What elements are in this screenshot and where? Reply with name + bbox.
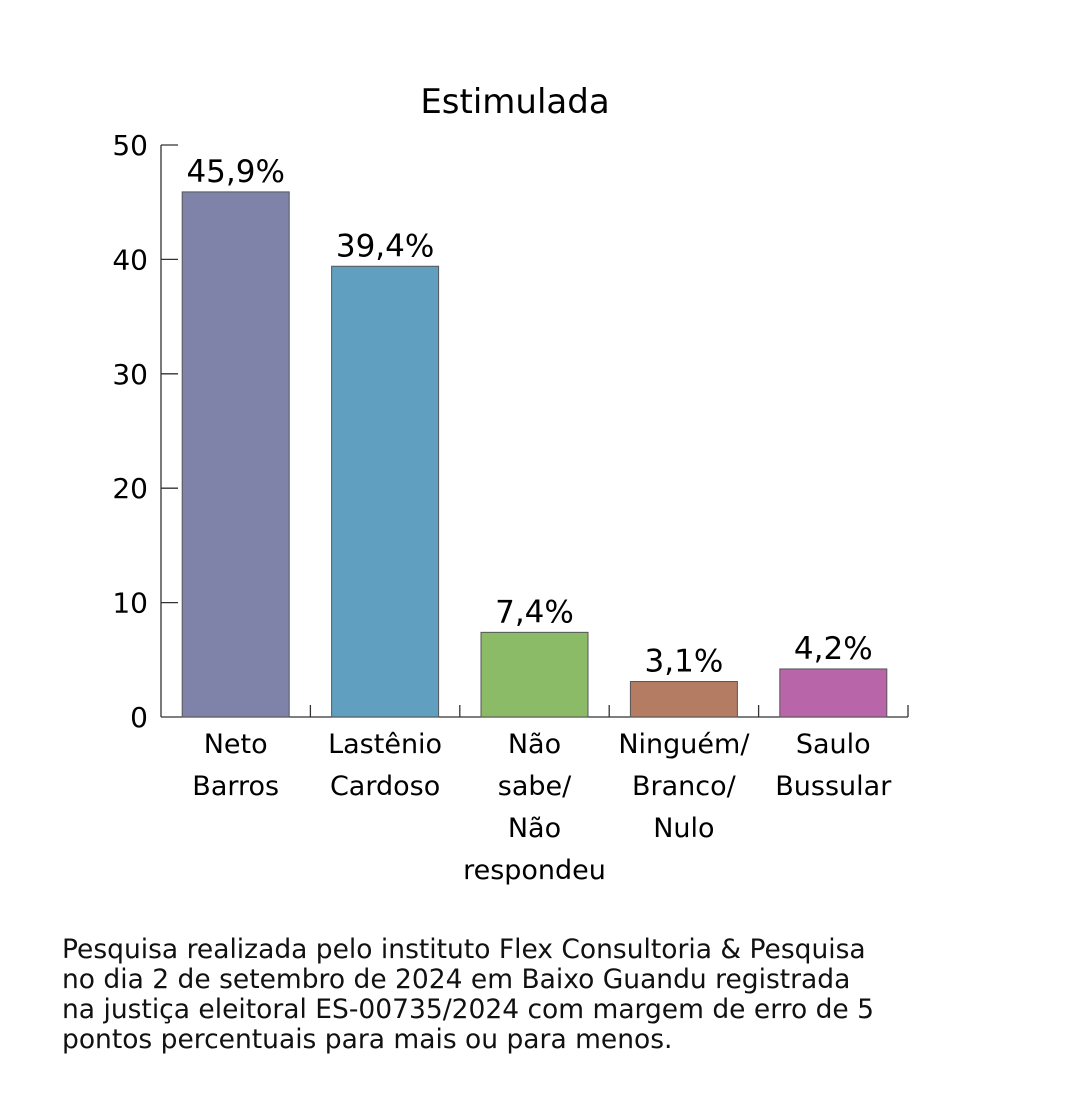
bars	[181, 191, 888, 718]
category-label-line: Ninguém/	[618, 729, 750, 760]
y-tick-label: 40	[112, 243, 148, 276]
footnote-line: pontos percentuais para mais ou para men…	[62, 1024, 673, 1055]
labels: 45,9% Neto Barros 39,4% Lastênio Cardoso 7,4% N…	[186, 154, 892, 886]
category-label: Ninguém/Branco/Nulo	[618, 729, 750, 844]
y-tick-label: 10	[112, 587, 148, 620]
chart-title: Estimulada	[420, 82, 609, 122]
y-tick-label: 30	[112, 358, 148, 391]
value-label: 7,4%	[495, 594, 574, 630]
y-tick-label: 50	[112, 129, 148, 162]
category-label-line: respondeu	[463, 855, 606, 886]
category-label-line: Lastênio	[328, 729, 442, 760]
bar	[181, 191, 290, 718]
bar	[480, 631, 589, 718]
category-label-line: Branco/	[632, 771, 737, 802]
category-label-line: Barros	[192, 771, 279, 802]
bar	[629, 681, 738, 718]
category-label-line: Saulo	[796, 729, 871, 760]
category-label-line: Não	[508, 729, 561, 760]
category-label: Não sabe/Não respondeu	[463, 729, 606, 886]
category-label-line: Nulo	[653, 813, 714, 844]
bar	[331, 265, 440, 718]
axes: 0 10 20 30 40 50	[112, 129, 909, 734]
category-label-line: sabe/	[498, 771, 572, 802]
footnote: Pesquisa realizada pelo instituto Flex C…	[62, 935, 1022, 1055]
category-label: Saulo Bussular	[775, 729, 892, 802]
value-label: 3,1%	[645, 644, 724, 680]
y-tick-label: 20	[112, 472, 148, 505]
bar	[779, 668, 888, 718]
value-label: 39,4%	[336, 228, 434, 264]
footnote-line: no dia 2 de setembro de 2024 em Baixo Gu…	[62, 964, 851, 995]
category-label-line: Não	[508, 813, 561, 844]
footnote-line: na justiça eleitoral ES-00735/2024 com m…	[62, 994, 874, 1025]
category-label-line: Neto	[204, 729, 268, 760]
y-tick-label: 0	[130, 701, 148, 734]
footnote-line: Pesquisa realizada pelo instituto Flex C…	[62, 934, 866, 965]
category-label-line: Bussular	[775, 771, 892, 802]
value-label: 4,2%	[794, 631, 873, 667]
category-label-line: Cardoso	[330, 771, 440, 802]
category-label: Lastênio Cardoso	[328, 729, 442, 802]
category-label: Neto Barros	[192, 729, 279, 802]
value-label: 45,9%	[186, 154, 284, 190]
bar-chart: Estimulada 0 10 20 30 40 50 45,9% Neto Barros 39…	[112, 82, 909, 886]
